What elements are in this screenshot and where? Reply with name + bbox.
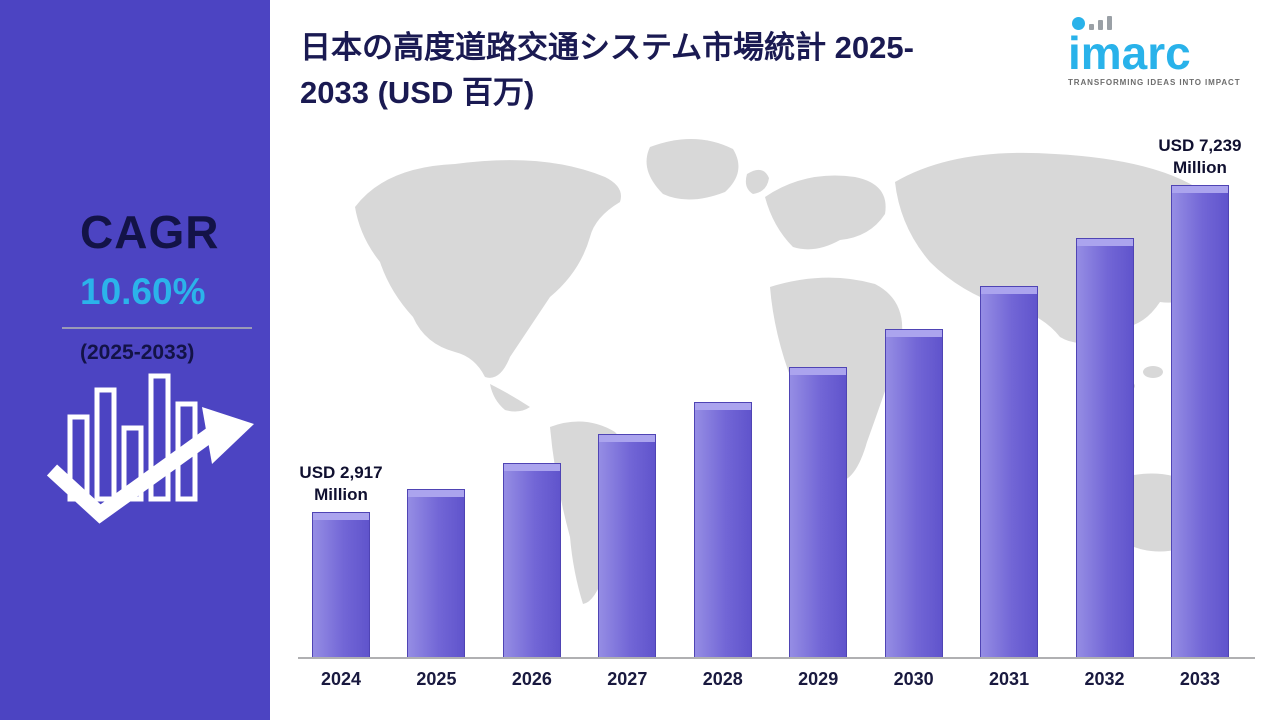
bar-slot-2025: 2025 — [407, 165, 466, 689]
cagr-divider — [62, 327, 252, 329]
logo-bar-icon — [1107, 16, 1112, 30]
imarc-logo-mark-icon — [1072, 14, 1258, 30]
bar-plot: USD 2,917 Million 2024 2025 2026 2027 2028 2029… — [298, 136, 1255, 689]
x-tick-2025: 2025 — [416, 669, 457, 689]
logo-tagline: TRANSFORMING IDEAS INTO IMPACT — [1068, 78, 1241, 87]
bar-slot-2026: 2026 — [502, 165, 561, 689]
x-axis-line — [298, 657, 1255, 659]
bar-slot-2029: 2029 — [789, 165, 848, 689]
bar-slot-2031: 2031 — [980, 165, 1039, 689]
bar-2030 — [884, 329, 943, 657]
cagr-period: (2025-2033) — [80, 341, 195, 364]
bar-2033: USD 7,239 Million — [1158, 136, 1242, 657]
logo-wordmark: imarc — [1068, 27, 1191, 79]
bar-2026 — [502, 463, 561, 657]
bar-slot-2027: 2027 — [598, 165, 657, 689]
cagr-block: CAGR 10.60% (2025-2033) — [0, 205, 270, 365]
bars-container: USD 2,917 Million 2024 2025 2026 2027 2028 2029… — [299, 136, 1255, 689]
x-tick-2031: 2031 — [989, 669, 1030, 689]
chart-title-line2: 2033 (USD 百万) — [300, 74, 535, 110]
cagr-label: CAGR — [80, 206, 220, 258]
cagr-value: 10.60% — [80, 271, 206, 312]
bar-2032 — [1075, 238, 1134, 657]
x-tick-2032: 2032 — [1084, 669, 1125, 689]
bar-slot-2030: 2030 — [884, 165, 943, 689]
imarc-logo: imarc TRANSFORMING IDEAS INTO IMPACT — [1068, 14, 1258, 87]
x-tick-2033: 2033 — [1179, 669, 1220, 689]
x-tick-2026: 2026 — [511, 669, 552, 689]
chart-title: 日本の高度道路交通システム市場統計 2025- 2033 (USD 百万) — [300, 26, 1090, 116]
x-tick-2028: 2028 — [702, 669, 743, 689]
chart-title-line1: 日本の高度道路交通システム市場統計 2025- — [300, 30, 914, 65]
bar-2029 — [789, 367, 848, 657]
bar-2027 — [598, 434, 657, 657]
value-label-2024: USD 2,917 Million — [299, 462, 383, 504]
bar-2031 — [980, 286, 1039, 657]
bar-slot-2032: 2032 — [1075, 165, 1134, 689]
bar-slot-2028: 2028 — [693, 165, 752, 689]
logo-bar-icon — [1098, 20, 1103, 30]
bar-slot-2033: USD 7,239 Million 2033 — [1158, 136, 1242, 689]
bar-2028 — [693, 402, 752, 657]
growth-chart-arrow-icon — [42, 362, 257, 542]
logo-bar-icon — [1089, 24, 1094, 30]
x-tick-2029: 2029 — [798, 669, 839, 689]
bar-2025 — [407, 489, 466, 657]
value-label-2033: USD 7,239 Million — [1158, 135, 1242, 177]
x-tick-2027: 2027 — [607, 669, 648, 689]
bar-slot-2024: USD 2,917 Million 2024 — [299, 165, 383, 689]
logo-dot-icon — [1072, 17, 1085, 30]
x-tick-2024: 2024 — [320, 669, 362, 689]
x-tick-2030: 2030 — [893, 669, 934, 689]
bar-2024: USD 2,917 Million — [299, 463, 383, 657]
sidebar: CAGR 10.60% (2025-2033) — [0, 0, 270, 720]
